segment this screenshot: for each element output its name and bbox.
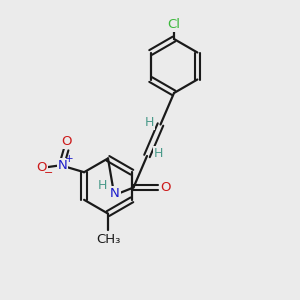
Text: −: −: [44, 168, 53, 178]
Text: Cl: Cl: [167, 17, 181, 31]
Text: CH₃: CH₃: [96, 232, 120, 246]
Text: O: O: [61, 135, 72, 148]
Text: +: +: [65, 154, 74, 164]
Text: H: H: [98, 178, 107, 192]
Text: N: N: [110, 187, 119, 200]
Text: O: O: [161, 181, 171, 194]
Text: N: N: [58, 159, 68, 172]
Text: H: H: [154, 147, 163, 160]
Text: O: O: [36, 160, 47, 174]
Text: H: H: [144, 116, 154, 129]
